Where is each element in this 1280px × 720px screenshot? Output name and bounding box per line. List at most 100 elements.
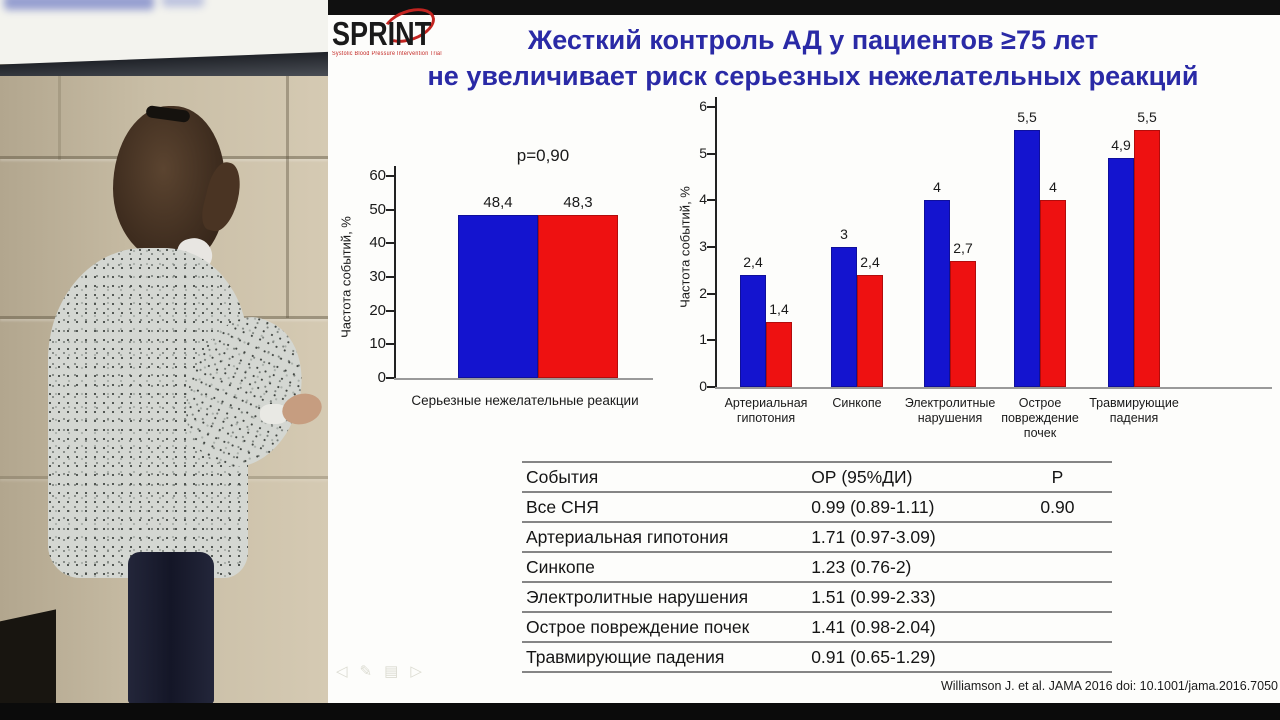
category-label: Острое повреждение почек [1001, 396, 1079, 440]
y-tick-label: 10 [369, 335, 386, 353]
projection-screen [0, 0, 328, 64]
table-cell: 1.41 (0.98-2.04) [807, 611, 1003, 642]
slide-title-line2: не увеличивает риск серьезных нежелатель… [427, 61, 1199, 91]
presenter-toolbar: ◁ ✎ ▤ ▷ [336, 662, 422, 680]
table-cell: 1.71 (0.97-3.09) [807, 521, 1003, 552]
y-axis-title: Частота событий, % [677, 186, 693, 308]
y-tick-mark [386, 208, 394, 211]
table-row: Острое повреждение почек 1.41 (0.98-2.04) [522, 611, 1112, 642]
table-header-cell: ОР (95%ДИ) [807, 461, 1003, 492]
category-label: Серьезные нежелательные реакции [411, 393, 639, 408]
table-cell: Травмирующие падения [522, 641, 808, 673]
y-tick-label: 1 [699, 331, 707, 348]
bar-standard [1134, 130, 1160, 387]
y-tick-mark [707, 292, 715, 295]
y-tick-label: 2 [699, 284, 707, 301]
y-tick-label: 3 [699, 238, 707, 254]
bar-value-label: 3 [840, 226, 848, 242]
y-tick-label: 0 [377, 369, 386, 386]
y-tick-mark [386, 309, 394, 312]
overall-sae-bar-chart: 0 10 20 30 40 50 60 Частота событий, % 48,4 48,3 С… [338, 140, 668, 440]
letterbox-bar [0, 703, 1280, 720]
y-tick-label: 50 [369, 200, 386, 218]
category-label: Электролитные нарушения [904, 396, 996, 425]
y-axis [715, 97, 717, 387]
bar-value-label: 1,4 [769, 300, 789, 317]
blurred-screen-text [4, 0, 154, 10]
table-header-cell: Р [1002, 461, 1112, 492]
table-cell: 0.90 [1002, 491, 1112, 522]
y-tick-mark [707, 339, 715, 342]
y-tick-mark [707, 386, 715, 388]
table-cell: 1.23 (0.76-2) [807, 551, 1003, 582]
p-value-label: p=0,90 [516, 146, 570, 165]
table-row: Все СНЯ 0.99 (0.89-1.11) 0.90 [522, 491, 1112, 522]
table-cell [1002, 641, 1112, 673]
bar-intensive [1014, 130, 1040, 387]
y-tick-mark [386, 242, 394, 245]
bar-intensive [740, 275, 766, 387]
y-tick-label: 0 [699, 378, 707, 394]
table-row: Травмирующие падения 0.91 (0.65-1.29) [522, 641, 1112, 673]
table-cell [1002, 551, 1112, 582]
y-tick-label: 60 [369, 167, 386, 184]
speaker-jacket [48, 248, 248, 578]
table-cell: 0.91 (0.65-1.29) [807, 641, 1003, 673]
slide-top-border [328, 0, 1280, 15]
table-cell [1002, 581, 1112, 612]
x-axis [394, 378, 653, 380]
table-cell: Синкопе [522, 551, 808, 582]
y-tick-label: 5 [699, 144, 707, 161]
table-cell [1002, 521, 1112, 552]
slide-title: Жесткий контроль АД у пациентов ≥75 лет … [413, 22, 1213, 94]
y-axis [394, 166, 396, 378]
wall-seam [286, 76, 289, 318]
table-cell: 1.51 (0.99-2.33) [807, 581, 1003, 612]
table-cell: 0.99 (0.89-1.11) [807, 491, 1003, 522]
bar-standard [857, 275, 883, 387]
bar-value-label: 48,4 [483, 194, 513, 212]
y-tick-label: 6 [699, 98, 707, 114]
citation: Williamson J. et al. JAMA 2016 doi: 10.1… [940, 679, 1278, 693]
table-header-row: События ОР (95%ДИ) Р [522, 461, 1112, 492]
presentation-slide: SPRINT Systolic Blood Pressure Intervent… [328, 0, 1280, 720]
speaker-hair [113, 106, 225, 264]
table-cell [1002, 611, 1112, 642]
category-label: Травмирующие падения [1089, 396, 1179, 425]
prev-slide-icon[interactable]: ◁ [336, 663, 348, 680]
table-cell: Артериальная гипотония [522, 521, 808, 552]
speaker-pants [128, 552, 214, 704]
bar-standard [950, 261, 976, 387]
slide-menu-icon[interactable]: ▤ [384, 663, 399, 680]
pen-icon[interactable]: ✎ [359, 663, 373, 680]
bar-standard [538, 215, 618, 378]
x-axis [715, 387, 1272, 389]
bar-intensive [924, 200, 950, 387]
y-tick-mark [707, 246, 715, 248]
bar-intensive [458, 215, 538, 378]
bar-standard [766, 321, 792, 387]
y-tick-label: 20 [369, 301, 386, 319]
y-tick-label: 4 [699, 191, 707, 208]
blurred-screen-text [162, 0, 204, 7]
y-tick-mark [386, 175, 394, 177]
table-row: Артериальная гипотония 1.71 (0.97-3.09) [522, 521, 1112, 552]
bar-value-label: 5,5 [1017, 109, 1037, 126]
bar-value-label: 4 [1049, 179, 1057, 196]
y-tick-mark [386, 276, 394, 278]
wall-seam [58, 76, 61, 160]
lecture-photo [0, 0, 328, 720]
risk-table-body: Все СНЯ 0.99 (0.89-1.11) 0.90 Артериальная … [522, 491, 1112, 673]
next-slide-icon[interactable]: ▷ [410, 663, 422, 680]
bar-value-label: 48,3 [563, 194, 593, 212]
y-tick-mark [707, 106, 715, 108]
category-label: Синкопе [832, 396, 882, 410]
bar-value-label: 2,4 [860, 254, 880, 270]
bar-value-label: 4 [933, 179, 941, 196]
y-tick-mark [386, 343, 394, 346]
bar-standard [1040, 200, 1066, 387]
y-axis-title: Частота событий, % [338, 216, 354, 338]
logo-text: SPRINT [332, 15, 432, 52]
table-cell: Электролитные нарушения [522, 581, 808, 612]
